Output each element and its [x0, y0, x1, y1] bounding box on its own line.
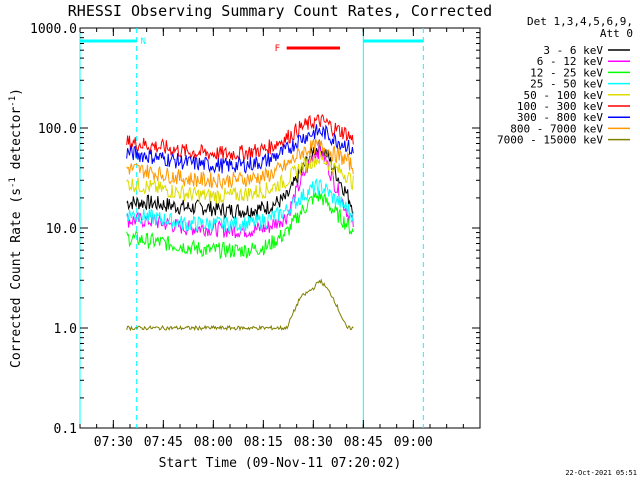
- y-tick-label: 1000.0: [30, 22, 77, 37]
- x-tick-label: 08:15: [244, 435, 283, 450]
- annotation-layer: NF: [79, 28, 424, 428]
- x-tick-label: 08:00: [194, 435, 233, 450]
- y-axis-label-sup2: -1: [8, 96, 18, 107]
- legend-entry-label: 50 - 100 keV: [524, 89, 604, 102]
- legend-entry-label: 100 - 300 keV: [517, 100, 603, 113]
- y-tick-label: 100.0: [38, 122, 77, 137]
- night-flag-label: N: [141, 37, 146, 47]
- legend-entry-label: 25 - 50 keV: [530, 78, 603, 91]
- y-tick-label: 0.1: [54, 422, 77, 437]
- y-tick-label: 1.0: [54, 322, 77, 337]
- series-line: [126, 124, 354, 174]
- y-axis-label-sup1: -1: [8, 177, 18, 188]
- y-axis: 0.1 1.0 10.0 100.0 1000.0: [30, 22, 480, 437]
- legend-header-line1: Det 1,3,4,5,6,9,: [527, 15, 633, 28]
- series-line: [126, 278, 354, 332]
- series-line: [126, 139, 354, 220]
- legend-header-line2: Att 0: [600, 27, 633, 40]
- x-tick-label: 07:45: [144, 435, 183, 450]
- y-tick-label: 10.0: [46, 222, 77, 237]
- y-axis-label-main: Corrected Count Rate (s: [9, 188, 24, 368]
- timestamp: 22-Oct-2021 05:51: [565, 469, 637, 477]
- legend-entry-label: 3 - 6 keV: [543, 44, 603, 57]
- series-line: [126, 151, 354, 204]
- y-axis-label-end: ): [9, 88, 24, 96]
- legend-entry-label: 7000 - 15000 keV: [497, 134, 603, 147]
- x-tick-label: 08:30: [294, 435, 333, 450]
- y-axis-label: Corrected Count Rate (s-1 detector-1): [8, 88, 24, 368]
- series-layer: [126, 114, 354, 332]
- chart-title: RHESSI Observing Summary Count Rates, Co…: [68, 2, 492, 20]
- y-axis-label-mid: detector: [9, 107, 24, 178]
- legend-entry-label: 300 - 800 keV: [517, 111, 603, 124]
- x-axis-label: Start Time (09-Nov-11 07:20:02): [159, 456, 402, 471]
- x-axis: 07:30 07:45 08:00 08:15 08:30 08:45 09:00: [79, 28, 481, 450]
- legend-entry-label: 800 - 7000 keV: [510, 122, 603, 135]
- series-line: [126, 190, 354, 260]
- x-tick-label: 07:30: [94, 435, 133, 450]
- x-tick-label: 09:00: [394, 435, 433, 450]
- legend-entry-label: 6 - 12 keV: [537, 55, 604, 68]
- series-line: [126, 114, 354, 163]
- series-line: [126, 138, 354, 191]
- series-line: [126, 178, 354, 234]
- legend-entry-label: 12 - 25 keV: [530, 66, 603, 79]
- flare-flag-label: F: [275, 44, 280, 54]
- x-tick-label: 08:45: [344, 435, 383, 450]
